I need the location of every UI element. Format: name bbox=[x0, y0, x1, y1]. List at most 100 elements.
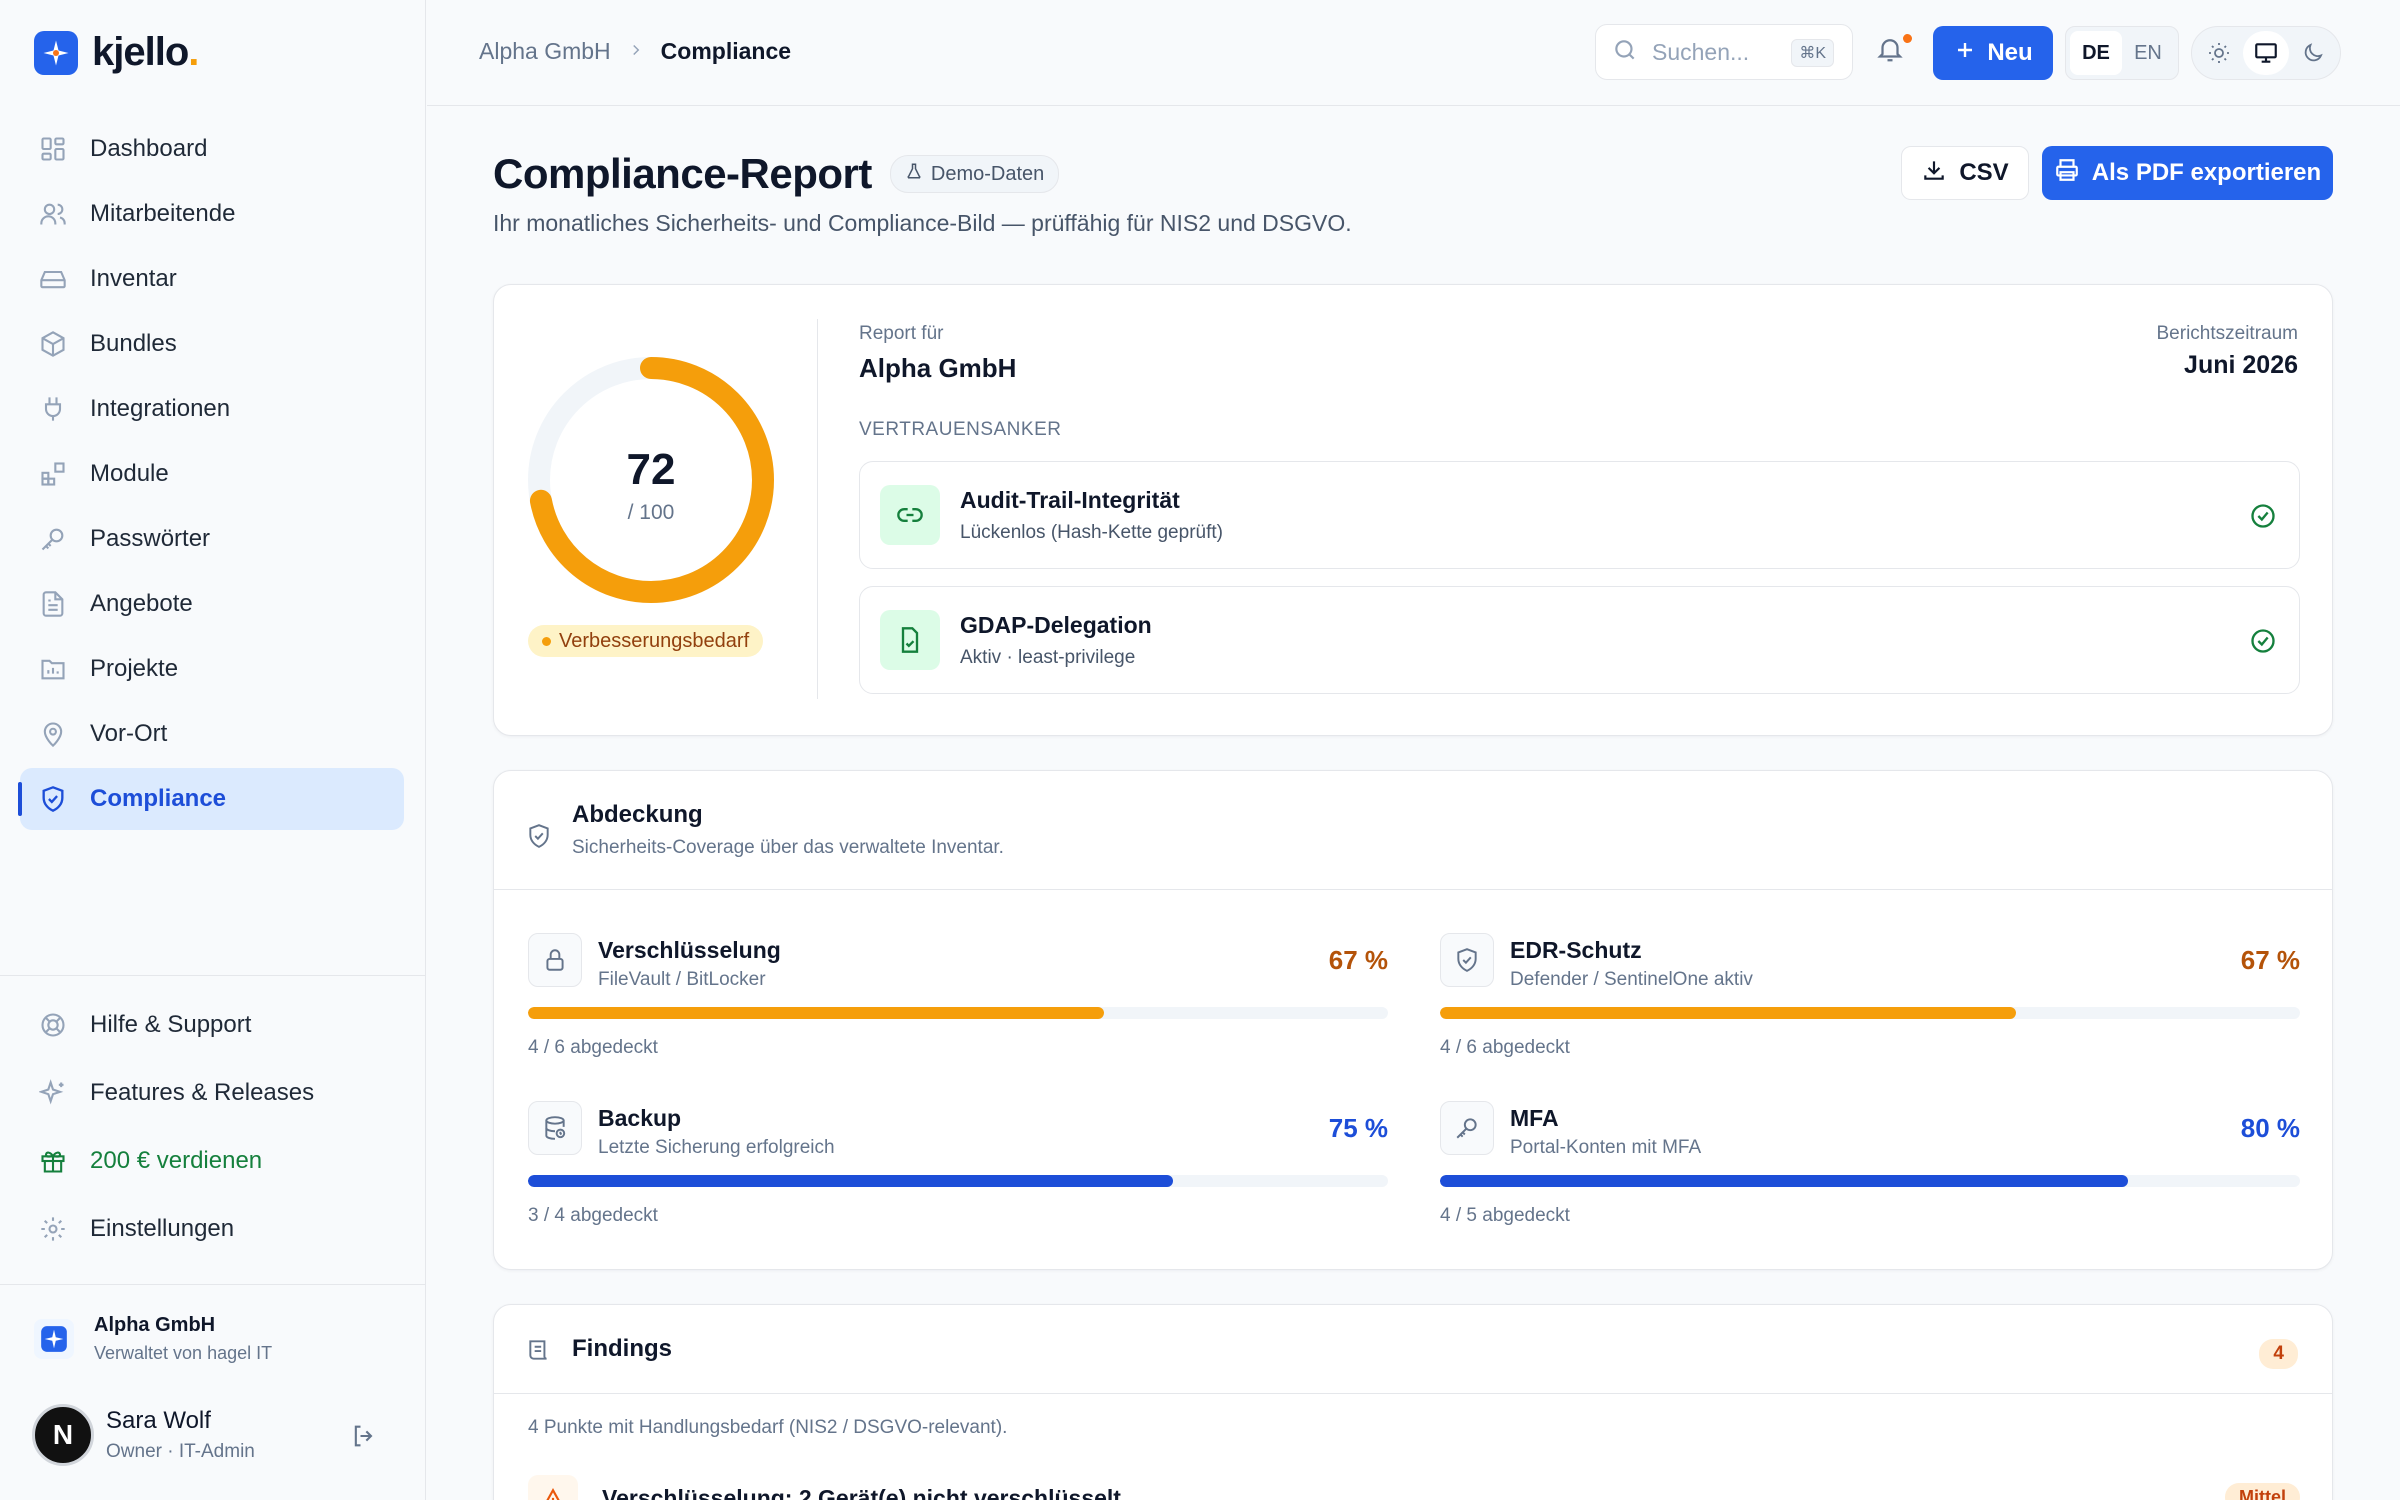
metric-percent: 75 % bbox=[1328, 1113, 1388, 1143]
coverage-card: Abdeckung Sicherheits-Coverage über das … bbox=[493, 770, 2333, 1270]
sidebar-item-referral[interactable]: 200 € verdienen bbox=[20, 1128, 404, 1194]
tenant-switcher[interactable]: Alpha GmbH Verwaltet von hagel IT bbox=[34, 1314, 272, 1364]
metric-percent: 80 % bbox=[2240, 1113, 2300, 1143]
finding-severity-badge: Mittel bbox=[2225, 1483, 2300, 1500]
finding-title: Verschlüsselung: 2 Gerät(e) nicht versch… bbox=[602, 1485, 1121, 1500]
sidebar-item-label: Hilfe & Support bbox=[90, 1011, 252, 1038]
findings-count-badge: 4 bbox=[2259, 1339, 2298, 1369]
sidebar-item-label: Mitarbeitende bbox=[90, 200, 236, 227]
notifications-bell-icon[interactable] bbox=[1875, 34, 1905, 69]
sidebar-item-label: Features & Releases bbox=[90, 1079, 315, 1106]
sidebar-item-label: Inventar bbox=[90, 265, 177, 292]
lock-icon bbox=[528, 933, 582, 987]
score-card: 72 / 100 Verbesserungsbedarf Report für … bbox=[493, 284, 2333, 736]
sidebar: kjello. Dashboard Mitarbeitende Inventar… bbox=[0, 0, 426, 1500]
trust-anchors-heading: VERTRAUENSANKER bbox=[859, 419, 1062, 440]
sidebar-item-inventar[interactable]: Inventar bbox=[20, 248, 404, 310]
pdf-export-label: Als PDF exportieren bbox=[2091, 159, 2322, 186]
blocks-icon bbox=[38, 459, 68, 489]
sidebar-divider bbox=[0, 1284, 426, 1285]
check-circle-icon bbox=[2249, 502, 2277, 535]
trust-anchor-audit-trail: Audit-Trail-Integrität Lückenlos (Hash-K… bbox=[859, 461, 2300, 569]
tenant-logo-icon bbox=[34, 1319, 74, 1359]
coverage-title: Abdeckung bbox=[572, 801, 703, 828]
metric-progress-track bbox=[528, 1175, 1388, 1187]
user-profile[interactable]: N Sara Wolf Owner · IT-Admin bbox=[32, 1404, 392, 1466]
sidebar-item-bundles[interactable]: Bundles bbox=[20, 313, 404, 375]
score-gauge bbox=[528, 357, 774, 603]
breadcrumb: Alpha GmbH Compliance bbox=[479, 38, 791, 65]
sidebar-item-label: Einstellungen bbox=[90, 1215, 235, 1242]
check-circle-icon bbox=[2249, 627, 2277, 660]
sidebar-item-angebote[interactable]: Angebote bbox=[20, 573, 404, 635]
sidebar-item-vor-ort[interactable]: Vor-Ort bbox=[20, 703, 404, 765]
metric-percent: 67 % bbox=[2240, 945, 2300, 975]
sidebar-item-compliance[interactable]: Compliance bbox=[18, 768, 404, 830]
new-button[interactable]: Neu bbox=[1933, 26, 2053, 80]
metric-title: MFA bbox=[1510, 1105, 1559, 1131]
status-dot bbox=[542, 636, 551, 646]
sidebar-item-features[interactable]: Features & Releases bbox=[20, 1060, 404, 1126]
sidebar-item-mitarbeitende[interactable]: Mitarbeitende bbox=[20, 183, 404, 245]
document-icon bbox=[38, 589, 68, 619]
moon-icon[interactable] bbox=[2289, 31, 2336, 75]
metric-progress-track bbox=[1440, 1007, 2300, 1019]
finding-item[interactable]: Verschlüsselung: 2 Gerät(e) nicht versch… bbox=[528, 1475, 2300, 1500]
sidebar-item-label: Passwörter bbox=[90, 525, 211, 552]
search-box[interactable]: ⌘K bbox=[1595, 24, 1853, 80]
flask-icon bbox=[905, 162, 923, 186]
sidebar-item-projekte[interactable]: Projekte bbox=[20, 638, 404, 700]
coverage-subtitle: Sicherheits-Coverage über das verwaltete… bbox=[572, 837, 1004, 858]
sun-icon[interactable] bbox=[2196, 31, 2243, 75]
logout-icon[interactable] bbox=[350, 1422, 378, 1455]
score-value: 72 bbox=[626, 445, 676, 494]
logo[interactable]: kjello. bbox=[34, 30, 199, 75]
sidebar-item-hilfe[interactable]: Hilfe & Support bbox=[20, 992, 404, 1058]
pdf-export-button[interactable]: Als PDF exportieren bbox=[2042, 146, 2333, 200]
breadcrumb-tenant[interactable]: Alpha GmbH bbox=[479, 38, 611, 64]
metric-progress-track bbox=[1440, 1175, 2300, 1187]
sidebar-item-label: Dashboard bbox=[90, 135, 208, 162]
gift-icon bbox=[38, 1146, 68, 1176]
sidebar-item-passwoerter[interactable]: Passwörter bbox=[20, 508, 404, 570]
lang-de-option[interactable]: DE bbox=[2070, 31, 2122, 75]
sidebar-item-einstellungen[interactable]: Einstellungen bbox=[20, 1196, 404, 1262]
anchor-title: GDAP-Delegation bbox=[960, 611, 1152, 638]
lang-en-option[interactable]: EN bbox=[2134, 42, 2162, 64]
page-title: Compliance-Report bbox=[493, 150, 872, 197]
period-label: Berichtszeitraum bbox=[2156, 323, 2299, 344]
metric-encryption: Verschlüsselung FileVault / BitLocker 67… bbox=[528, 933, 1388, 1083]
metric-edr: EDR-Schutz Defender / SentinelOne aktiv … bbox=[1440, 933, 2300, 1083]
csv-export-button[interactable]: CSV bbox=[1901, 146, 2029, 200]
coverage-divider bbox=[494, 889, 2332, 890]
topbar: Alpha GmbH Compliance ⌘K Neu DE EN bbox=[427, 0, 2400, 106]
folder-chart-icon bbox=[38, 654, 68, 684]
search-shortcut: ⌘K bbox=[1791, 39, 1834, 67]
sidebar-item-dashboard[interactable]: Dashboard bbox=[20, 118, 404, 180]
plus-icon bbox=[1953, 38, 1977, 69]
metric-count: 4 / 6 abgedeckt bbox=[528, 1037, 658, 1058]
trust-anchor-gdap: GDAP-Delegation Aktiv · least-privilege bbox=[859, 586, 2300, 694]
report-for-label: Report für bbox=[859, 323, 944, 344]
monitor-icon[interactable] bbox=[2242, 31, 2290, 75]
findings-intro: 4 Punkte mit Handlungsbedarf (NIS2 / DSG… bbox=[528, 1417, 1008, 1438]
csv-export-label: CSV bbox=[1959, 159, 2009, 186]
notification-dot bbox=[1903, 34, 1912, 43]
findings-header[interactable]: Findings bbox=[526, 1335, 672, 1368]
sidebar-item-module[interactable]: Module bbox=[20, 443, 404, 505]
score-max: / 100 bbox=[627, 501, 675, 524]
search-input[interactable] bbox=[1652, 38, 1782, 66]
findings-card: Findings 4 4 Punkte mit Handlungsbedarf … bbox=[493, 1304, 2333, 1500]
metric-backup: Backup Letzte Sicherung erfolgreich 75 %… bbox=[528, 1101, 1388, 1251]
file-sign-icon bbox=[880, 610, 940, 670]
scroll-list-icon bbox=[526, 1337, 552, 1368]
score-status-badge: Verbesserungsbedarf bbox=[528, 625, 764, 657]
metric-subtitle: FileVault / BitLocker bbox=[598, 969, 766, 990]
dashboard-icon bbox=[38, 134, 68, 164]
sidebar-item-label: Bundles bbox=[90, 330, 177, 357]
report-for-value: Alpha GmbH bbox=[859, 353, 1017, 383]
sidebar-divider bbox=[0, 975, 426, 976]
link-icon bbox=[880, 485, 940, 545]
sidebar-item-integrationen[interactable]: Integrationen bbox=[20, 378, 404, 440]
metric-progress-fill bbox=[1440, 1175, 2128, 1187]
